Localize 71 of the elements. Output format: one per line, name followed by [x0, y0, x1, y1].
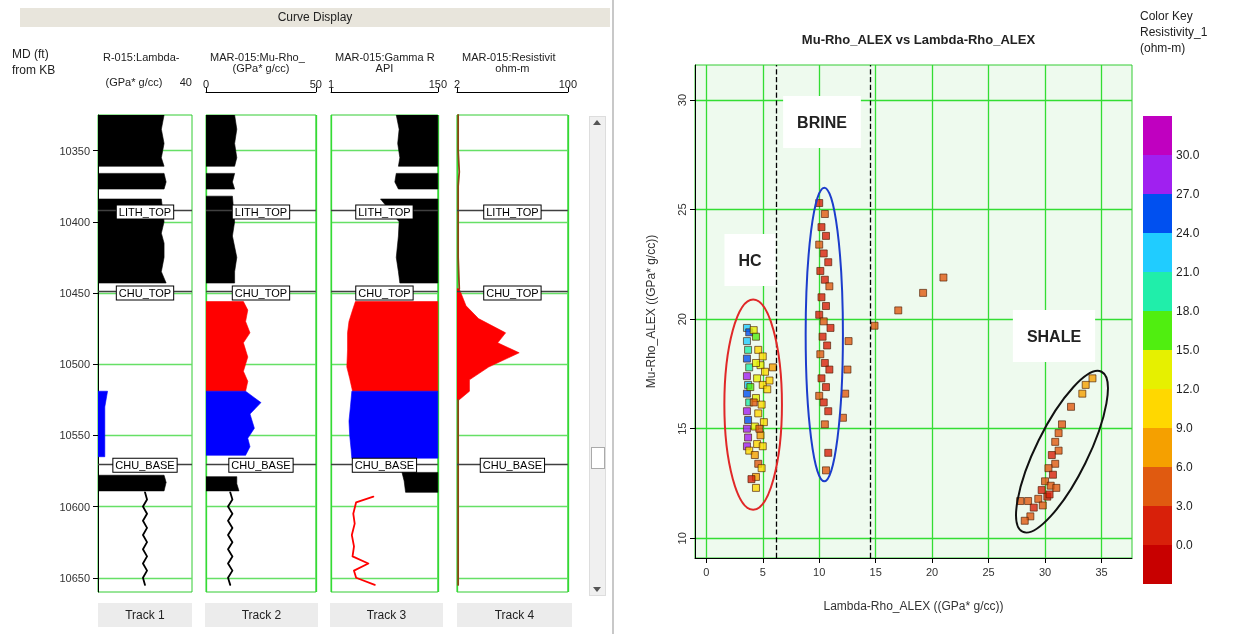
- text: Track 1: [98, 603, 192, 627]
- text: Track 2: [205, 603, 318, 627]
- ref-line-label: CHU_TOP: [118, 287, 172, 300]
- y-tick-label: 20: [675, 313, 688, 326]
- ref-line-label: CHU_TOP: [486, 287, 539, 300]
- ref-line-label: LITH_TOP: [118, 205, 172, 218]
- y-tick-label: 30: [675, 93, 688, 107]
- text: Track 3: [330, 603, 443, 627]
- color-bar-label: 30.0: [1176, 148, 1200, 162]
- ref-line-label: CHU_BASE: [115, 459, 175, 472]
- y-axis-title: Mu-Rho_ALEX ((GPa* g/cc)): [644, 234, 658, 389]
- x-tick-label: 100: [558, 77, 577, 90]
- x-tick-label: 0: [703, 565, 710, 578]
- ref-line-label: CHU_BASE: [231, 459, 291, 472]
- y-tick-label: 10450: [59, 286, 90, 299]
- y-tick-label: 10400: [59, 215, 90, 228]
- color-bar-label: 9.0: [1176, 421, 1194, 435]
- ref-line-label: CHU_TOP: [234, 287, 288, 300]
- y-tick-label: 10650: [59, 571, 90, 584]
- color-bar-label: 21.0: [1176, 265, 1200, 279]
- x-tick-label: 5: [759, 565, 766, 578]
- ref-line-label: LITH_TOP: [234, 205, 288, 218]
- y-tick-label: 10350: [59, 144, 90, 157]
- color-bar-label: 12.0: [1176, 382, 1200, 396]
- chart-title: MAR-015:Gamma R: [335, 50, 435, 63]
- y-tick-label: 10550: [59, 429, 90, 442]
- chart-title: MAR-015:Resistivit: [462, 50, 556, 63]
- color-bar-label: 3.0: [1176, 499, 1194, 513]
- y-tick-label: 15: [675, 422, 688, 435]
- x-tick-label: 1: [328, 77, 335, 90]
- x-tick-label: 25: [982, 565, 995, 578]
- ref-line-label: CHU_TOP: [358, 287, 411, 300]
- x-tick-label: 150: [428, 77, 447, 90]
- x-tick-label: 2: [453, 77, 461, 90]
- text: Curve Display: [20, 8, 610, 27]
- x-axis-title: API: [375, 61, 394, 74]
- chart-title: Mu-Rho_ALEX vs Lambda-Rho_ALEX: [801, 32, 1036, 47]
- x-tick-label: 50: [309, 77, 323, 90]
- x-tick-label: 30: [1038, 565, 1052, 578]
- ref-line-label: LITH_TOP: [358, 205, 411, 218]
- y-tick-label: 10600: [59, 500, 90, 513]
- y-tick-label: 10: [675, 532, 688, 545]
- y-tick-label: 25: [675, 203, 688, 216]
- x-tick-label: 20: [926, 565, 939, 578]
- text: 40: [178, 76, 192, 88]
- annotation: BRINE: [797, 113, 848, 131]
- x-axis-title: (GPa* g/cc): [104, 76, 164, 88]
- x-axis-title: (GPa* g/cc): [232, 61, 290, 74]
- x-axis-title: Lambda-Rho_ALEX ((GPa* g/cc)): [823, 599, 1004, 613]
- ref-line-label: LITH_TOP: [486, 205, 539, 218]
- annotation: SHALE: [1026, 327, 1082, 345]
- ref-line-label: CHU_BASE: [482, 459, 543, 472]
- text: Track 4: [457, 603, 572, 627]
- annotation: HC: [738, 251, 762, 269]
- color-bar-label: 27.0: [1176, 187, 1200, 201]
- y-tick-label: 10500: [59, 358, 90, 371]
- y-axis-title: MD (ft) from KB: [12, 46, 57, 78]
- color-bar-title: Color Key Resistivity_1 (ohm-m): [1140, 8, 1209, 56]
- color-bar-label: 0.0: [1176, 538, 1194, 552]
- ref-line-label: CHU_BASE: [354, 459, 415, 472]
- x-axis-title: ohm-m: [495, 61, 530, 74]
- x-tick-label: 0: [203, 77, 210, 90]
- x-tick-label: 15: [869, 565, 882, 578]
- color-bar-label: 6.0: [1176, 460, 1194, 474]
- x-tick-label: 10: [813, 565, 826, 578]
- color-bar-label: 24.0: [1176, 226, 1200, 240]
- x-tick-label: 35: [1095, 565, 1108, 578]
- color-bar-label: 18.0: [1176, 304, 1200, 318]
- color-bar-label: 15.0: [1176, 343, 1200, 357]
- chart-title: MAR-015:Mu-Rho_: [210, 50, 306, 63]
- chart-title: R-015:Lambda-: [103, 50, 180, 63]
